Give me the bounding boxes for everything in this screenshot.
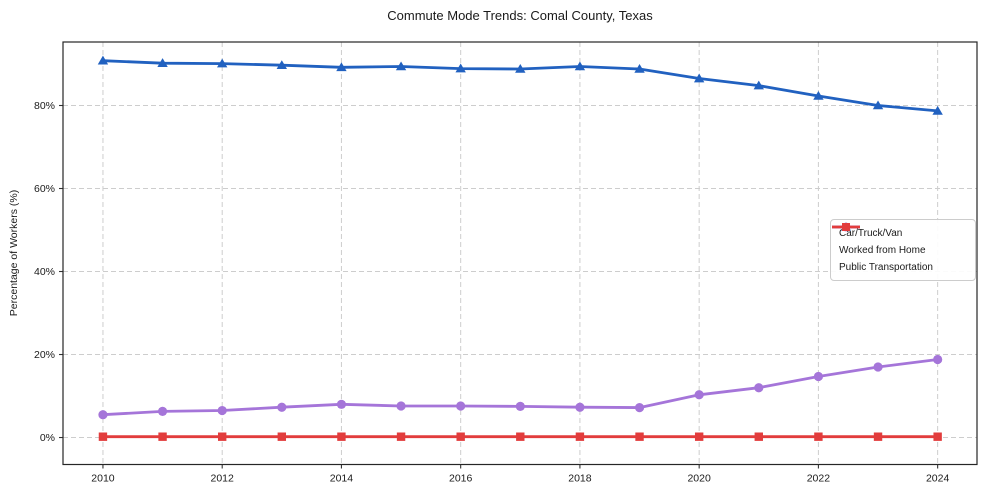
y-tick-label: 40%: [34, 266, 55, 278]
plot-frame: [62, 41, 978, 466]
legend-item-worked-from-home: Worked from Home: [832, 222, 967, 257]
legend-label: Car/Truck/Van: [839, 227, 903, 239]
square-marker-icon: [873, 432, 883, 441]
circle-marker-icon: [754, 383, 764, 393]
x-tick-label: 2010: [91, 473, 115, 485]
circle-marker-icon: [396, 401, 406, 411]
square-marker-icon: [217, 432, 227, 441]
x-tick-label: 2012: [211, 473, 235, 485]
square-marker-icon: [337, 432, 346, 441]
triangle-marker-icon: [276, 60, 288, 70]
triangle-marker-icon: [932, 105, 943, 115]
triangle-marker-icon: [157, 58, 168, 67]
square-marker-icon: [277, 432, 287, 441]
square-marker-icon: [98, 432, 108, 441]
circle-marker-icon: [515, 401, 525, 411]
square-marker-icon: [635, 432, 644, 441]
x-tick-label: 2016: [449, 473, 473, 485]
triangle-marker-icon: [634, 63, 645, 73]
square-marker-icon: [694, 432, 704, 441]
square-marker-icon: [933, 432, 942, 441]
y-tick-label: 60%: [34, 183, 55, 195]
square-marker-icon: [456, 432, 465, 441]
legend-label: Public Transportation: [839, 261, 933, 273]
legend-sample-icon: [832, 223, 860, 231]
legend: Car/Truck/Van Worked from Home Public Tran…: [830, 219, 976, 281]
y-tick-label: 80%: [34, 100, 55, 112]
square-marker-icon: [814, 432, 823, 441]
circle-marker-icon: [694, 390, 704, 400]
triangle-marker-icon: [693, 73, 705, 83]
circle-marker-icon: [157, 406, 168, 416]
series-markers-car-truck-van: [97, 55, 943, 115]
circle-marker-icon: [217, 405, 227, 416]
triangle-marker-icon: [97, 55, 109, 65]
square-marker-icon: [158, 432, 167, 441]
triangle-marker-icon: [515, 63, 526, 73]
series-markers-worked-from-home: [98, 354, 943, 420]
triangle-marker-icon: [455, 63, 466, 73]
circle-marker-icon: [634, 403, 645, 413]
x-tick-label: 2024: [926, 473, 950, 485]
circle-marker-icon: [873, 362, 883, 372]
y-tick-label: 0%: [40, 432, 55, 444]
x-tick-label: 2018: [568, 473, 592, 485]
square-marker-icon: [842, 223, 850, 231]
x-tick-label: 2020: [687, 473, 711, 485]
square-marker-icon: [754, 432, 763, 441]
legend-label: Worked from Home: [839, 244, 926, 256]
circle-marker-icon: [575, 402, 585, 412]
circle-marker-icon: [277, 402, 287, 412]
series-markers-public-transportation: [98, 432, 942, 441]
triangle-marker-icon: [395, 61, 407, 71]
triangle-marker-icon: [216, 58, 228, 68]
y-tick-label: 20%: [34, 349, 55, 361]
triangle-marker-icon: [574, 61, 586, 71]
circle-marker-icon: [933, 354, 943, 365]
triangle-marker-icon: [336, 62, 347, 72]
chart-title: Commute Mode Trends: Comal County, Texas: [387, 8, 653, 23]
circle-marker-icon: [98, 410, 108, 420]
triangle-marker-icon: [872, 100, 884, 110]
x-tick-label: 2022: [807, 473, 831, 485]
triangle-marker-icon: [813, 90, 824, 100]
square-marker-icon: [516, 432, 525, 441]
square-marker-icon: [396, 432, 406, 441]
circle-marker-icon: [456, 401, 466, 411]
legend-item-public-transportation: Public Transportation: [832, 223, 967, 274]
triangle-marker-icon: [753, 80, 764, 90]
circle-marker-icon: [813, 371, 824, 382]
square-marker-icon: [575, 432, 585, 441]
x-tick-label: 2014: [330, 473, 354, 485]
circle-marker-icon: [336, 399, 347, 409]
